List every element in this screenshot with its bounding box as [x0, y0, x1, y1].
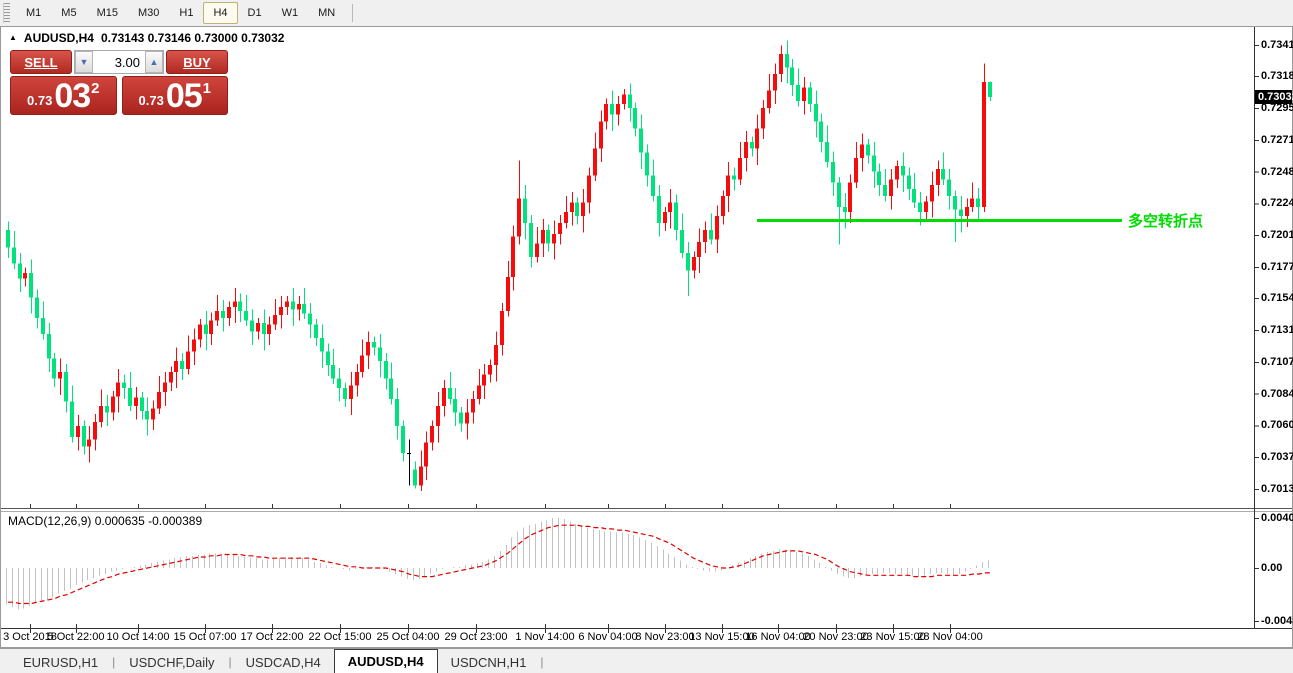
trend-line-label[interactable]: 多空转折点 [1128, 213, 1204, 231]
chevron-up-icon: ▲ [149, 57, 159, 67]
sell-price-prefix: 0.73 [27, 93, 53, 108]
date-axis-label: 10 Oct 14:00 [106, 631, 170, 643]
toolbar-separator [352, 4, 354, 22]
macd-axis-label: 0.004089 [1261, 512, 1293, 524]
date-axis-label: 29 Oct 23:00 [444, 631, 508, 643]
volume-spinner: ▼ 3.00 ▲ [74, 50, 164, 74]
price-axis-label: 0.70605 [1261, 419, 1293, 432]
chevron-down-icon: ▼ [79, 57, 89, 67]
chart-tab-USDCHF-Daily[interactable]: USDCHF,Daily [129, 654, 215, 670]
price-axis-label: 0.71545 [1261, 292, 1293, 305]
macd-axis-label: -0.004322 [1261, 614, 1293, 627]
timeframe-button-M5[interactable]: M5 [61, 7, 77, 19]
tab-separator: | [112, 655, 116, 669]
macd-axis-label: 0.00 [1261, 562, 1283, 574]
date-axis-label: 16 Nov 04:00 [745, 631, 811, 643]
date-axis-label: 20 Nov 23:00 [803, 631, 869, 643]
macd-layer [6, 517, 990, 610]
one-click-trade-panel: SELL ▼ 3.00 ▲ BUY 0.73 03 2 [10, 50, 228, 115]
timeframe-button-D1[interactable]: D1 [247, 7, 262, 19]
price-axis-label: 0.71775 [1261, 261, 1293, 273]
timeframe-button-H4[interactable]: H4 [203, 2, 238, 24]
chart-tab-EURUSD-H1[interactable]: EURUSD,H1 [23, 654, 99, 670]
buy-price-display[interactable]: 0.73 05 1 [121, 76, 228, 115]
price-axis-label: 0.72715 [1261, 133, 1293, 146]
date-axis-label: 6 Nov 04:00 [578, 631, 638, 643]
macd-signal-line [8, 524, 990, 605]
sell-price-pips: 03 [54, 76, 91, 115]
chart-tab-USDCAD-H4[interactable]: USDCAD,H4 [245, 654, 321, 670]
price-axis-label: 0.71075 [1261, 355, 1293, 368]
chart-tab-bar: EURUSD,H1 | USDCHF,Daily | USDCAD,H4 AUDUSD,H… [0, 648, 1293, 673]
sell-price-display[interactable]: 0.73 03 2 [10, 76, 117, 115]
price-axis-label: 0.72245 [1261, 197, 1293, 210]
axis-ticks-layer [30, 45, 1259, 633]
chart-header: ▲ AUDUSD,H4 0.73143 0.73146 0.73000 0.73… [9, 31, 284, 45]
timeframe-button-W1[interactable]: W1 [281, 7, 299, 19]
timeframe-button-MN[interactable]: MN [318, 7, 336, 19]
candles-layer [6, 40, 992, 492]
timeframe-button-H1[interactable]: H1 [179, 7, 194, 19]
date-axis-label: 15 Oct 07:00 [173, 631, 237, 643]
timeframe-button-M15[interactable]: M15 [96, 7, 118, 19]
chart-symbol-label: AUDUSD,H4 [23, 31, 94, 45]
tab-separator: | [540, 655, 544, 669]
buy-price-pips: 05 [165, 76, 203, 115]
date-axis-label: 25 Oct 04:00 [376, 631, 440, 643]
chart-window: ▲ AUDUSD,H4 0.73143 0.73146 0.73000 0.73… [0, 26, 1293, 648]
buy-price-point: 1 [202, 80, 211, 97]
sell-button[interactable]: SELL [10, 50, 72, 74]
date-axis-label: 17 Oct 22:00 [240, 631, 304, 643]
volume-decrease-button[interactable]: ▼ [75, 51, 93, 73]
price-axis-label: 0.73185 [1261, 70, 1293, 83]
timeframe-button-M30[interactable]: M30 [137, 7, 160, 19]
timeframe-toolbar: M1 M5 M15 M30 H1 H4 D1 W1 MN [0, 0, 1293, 26]
collapse-panel-icon[interactable]: ▲ [9, 32, 17, 42]
date-axis-label: 3 Oct 2018 [3, 631, 57, 643]
date-axis-label: 22 Oct 15:00 [308, 631, 372, 643]
price-axis-label: 0.73415 [1261, 39, 1293, 51]
timeframe-button-M1[interactable]: M1 [26, 7, 42, 19]
price-axis-label: 0.70135 [1261, 483, 1293, 495]
date-axis-label: 28 Nov 04:00 [917, 631, 983, 643]
chart-canvas [0, 26, 1293, 648]
current-price-badge: 0.73032 [1255, 89, 1293, 104]
chart-tab-AUDUSD-H4[interactable]: AUDUSD,H4 [333, 649, 438, 673]
sell-price-point: 2 [91, 80, 100, 97]
macd-indicator-label: MACD(12,26,9) 0.000635 -0.000389 [8, 514, 203, 528]
date-axis-label: 13 Nov 15:00 [689, 631, 755, 643]
chart-tab-USDCNH-H1[interactable]: USDCNH,H1 [450, 654, 527, 670]
volume-value[interactable]: 3.00 [114, 54, 140, 70]
tab-separator: | [228, 655, 232, 669]
date-axis-label: 5 Oct 22:00 [47, 631, 105, 643]
buy-price-prefix: 0.73 [138, 93, 164, 108]
toolbar-grip[interactable] [3, 3, 10, 23]
volume-increase-button[interactable]: ▲ [145, 51, 163, 73]
chart-ohlc-values: 0.73143 0.73146 0.73000 0.73032 [100, 31, 285, 45]
date-axis-label: 23 Nov 15:00 [860, 631, 926, 643]
date-axis-label: 1 Nov 14:00 [515, 631, 575, 643]
buy-button[interactable]: BUY [166, 50, 228, 74]
date-axis-label: 8 Nov 23:00 [635, 631, 695, 643]
